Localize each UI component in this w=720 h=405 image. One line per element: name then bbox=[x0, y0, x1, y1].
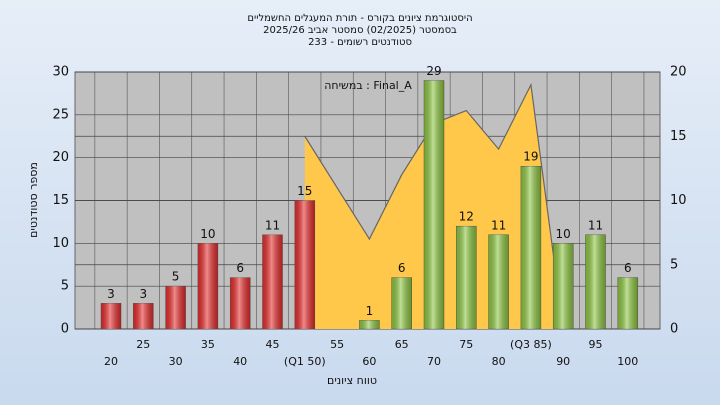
data-label: 6 bbox=[624, 261, 632, 275]
bar-shine bbox=[488, 234, 509, 329]
x-tick-label: 75 bbox=[459, 338, 473, 351]
y-axis-label: מספר סטודנטים bbox=[27, 162, 40, 238]
x-tick-label: 90 bbox=[556, 355, 570, 368]
bar-shine bbox=[553, 243, 574, 329]
data-label: 12 bbox=[459, 210, 474, 224]
y-tick-label: 30 bbox=[52, 65, 69, 80]
bar-shine bbox=[101, 303, 121, 329]
y-tick-label: 15 bbox=[52, 193, 69, 208]
bar-shine bbox=[617, 277, 638, 329]
x-tick-label: 30 bbox=[169, 355, 183, 368]
bar-shine bbox=[262, 234, 283, 329]
data-label: 6 bbox=[236, 261, 244, 275]
x-tick-label: 95 bbox=[589, 338, 603, 351]
y-tick-label: 0 bbox=[61, 322, 69, 337]
bar-shine bbox=[359, 320, 380, 329]
bar-shine bbox=[585, 234, 606, 329]
data-label: 15 bbox=[297, 184, 312, 198]
y2-tick-label: 20 bbox=[670, 65, 687, 80]
x-tick-label: (Q1 50) bbox=[284, 355, 326, 368]
bar-shine bbox=[230, 277, 251, 329]
annotation: במשיחה : Final_A bbox=[324, 79, 412, 92]
data-label: 19 bbox=[523, 150, 538, 164]
y-tick-label: 5 bbox=[61, 279, 69, 294]
y2-tick-label: 0 bbox=[670, 322, 678, 337]
bar-shine bbox=[520, 166, 541, 329]
data-label: 29 bbox=[426, 64, 441, 78]
bar-shine bbox=[165, 286, 186, 329]
data-label: 1 bbox=[366, 304, 374, 318]
y2-tick-label: 5 bbox=[670, 257, 678, 272]
y-tick-label: 20 bbox=[52, 150, 69, 165]
x-tick-label: 80 bbox=[492, 355, 506, 368]
x-tick-label: 70 bbox=[427, 355, 441, 368]
bar-shine bbox=[133, 303, 154, 329]
data-label: 10 bbox=[200, 227, 215, 241]
y2-tick-label: 15 bbox=[670, 129, 687, 144]
x-tick-label: 25 bbox=[136, 338, 150, 351]
x-tick-label: 40 bbox=[233, 355, 247, 368]
chart-subtitle: בסמסטר (02/2025) סמסטר אביב 2025/26 bbox=[263, 25, 457, 36]
data-label: 11 bbox=[491, 218, 506, 232]
chart-title: היסטוגרמת ציונים בקורס - תורת המעגלים הח… bbox=[247, 13, 472, 24]
bar-shine bbox=[391, 277, 412, 329]
data-label: 11 bbox=[265, 218, 280, 232]
data-label: 6 bbox=[398, 261, 406, 275]
x-tick-label: 45 bbox=[266, 338, 280, 351]
bar-shine bbox=[294, 200, 315, 329]
x-axis-label: טווח ציונים bbox=[327, 374, 377, 387]
data-label: 10 bbox=[556, 227, 571, 241]
y2-tick-label: 10 bbox=[670, 193, 687, 208]
x-tick-label: 100 bbox=[617, 355, 638, 368]
x-tick-label: 65 bbox=[395, 338, 409, 351]
data-label: 11 bbox=[588, 218, 603, 232]
data-label: 3 bbox=[107, 287, 115, 301]
data-label: 5 bbox=[172, 270, 180, 284]
x-tick-label: 55 bbox=[330, 338, 344, 351]
bar-shine bbox=[197, 243, 218, 329]
x-tick-label: 20 bbox=[104, 355, 118, 368]
x-tick-label: (Q3 85) bbox=[510, 338, 552, 351]
x-tick-label: 35 bbox=[201, 338, 215, 351]
y-tick-label: 10 bbox=[52, 236, 69, 251]
bar-shine bbox=[456, 226, 477, 329]
x-tick-label: 60 bbox=[362, 355, 376, 368]
chart-subtitle: סטודנטים רשומים - 233 bbox=[308, 37, 412, 48]
bar-shine bbox=[424, 80, 444, 329]
data-label: 3 bbox=[139, 287, 147, 301]
y-tick-label: 25 bbox=[52, 107, 69, 122]
